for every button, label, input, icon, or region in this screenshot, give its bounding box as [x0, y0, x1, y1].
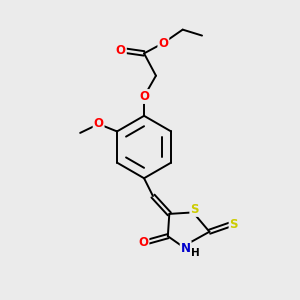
Text: O: O [158, 37, 168, 50]
Text: O: O [139, 90, 149, 103]
Text: O: O [116, 44, 126, 57]
Text: N: N [181, 242, 191, 255]
Text: H: H [191, 248, 200, 257]
Text: O: O [94, 118, 103, 130]
Text: O: O [139, 236, 148, 249]
Text: S: S [230, 218, 238, 231]
Text: S: S [190, 203, 199, 216]
